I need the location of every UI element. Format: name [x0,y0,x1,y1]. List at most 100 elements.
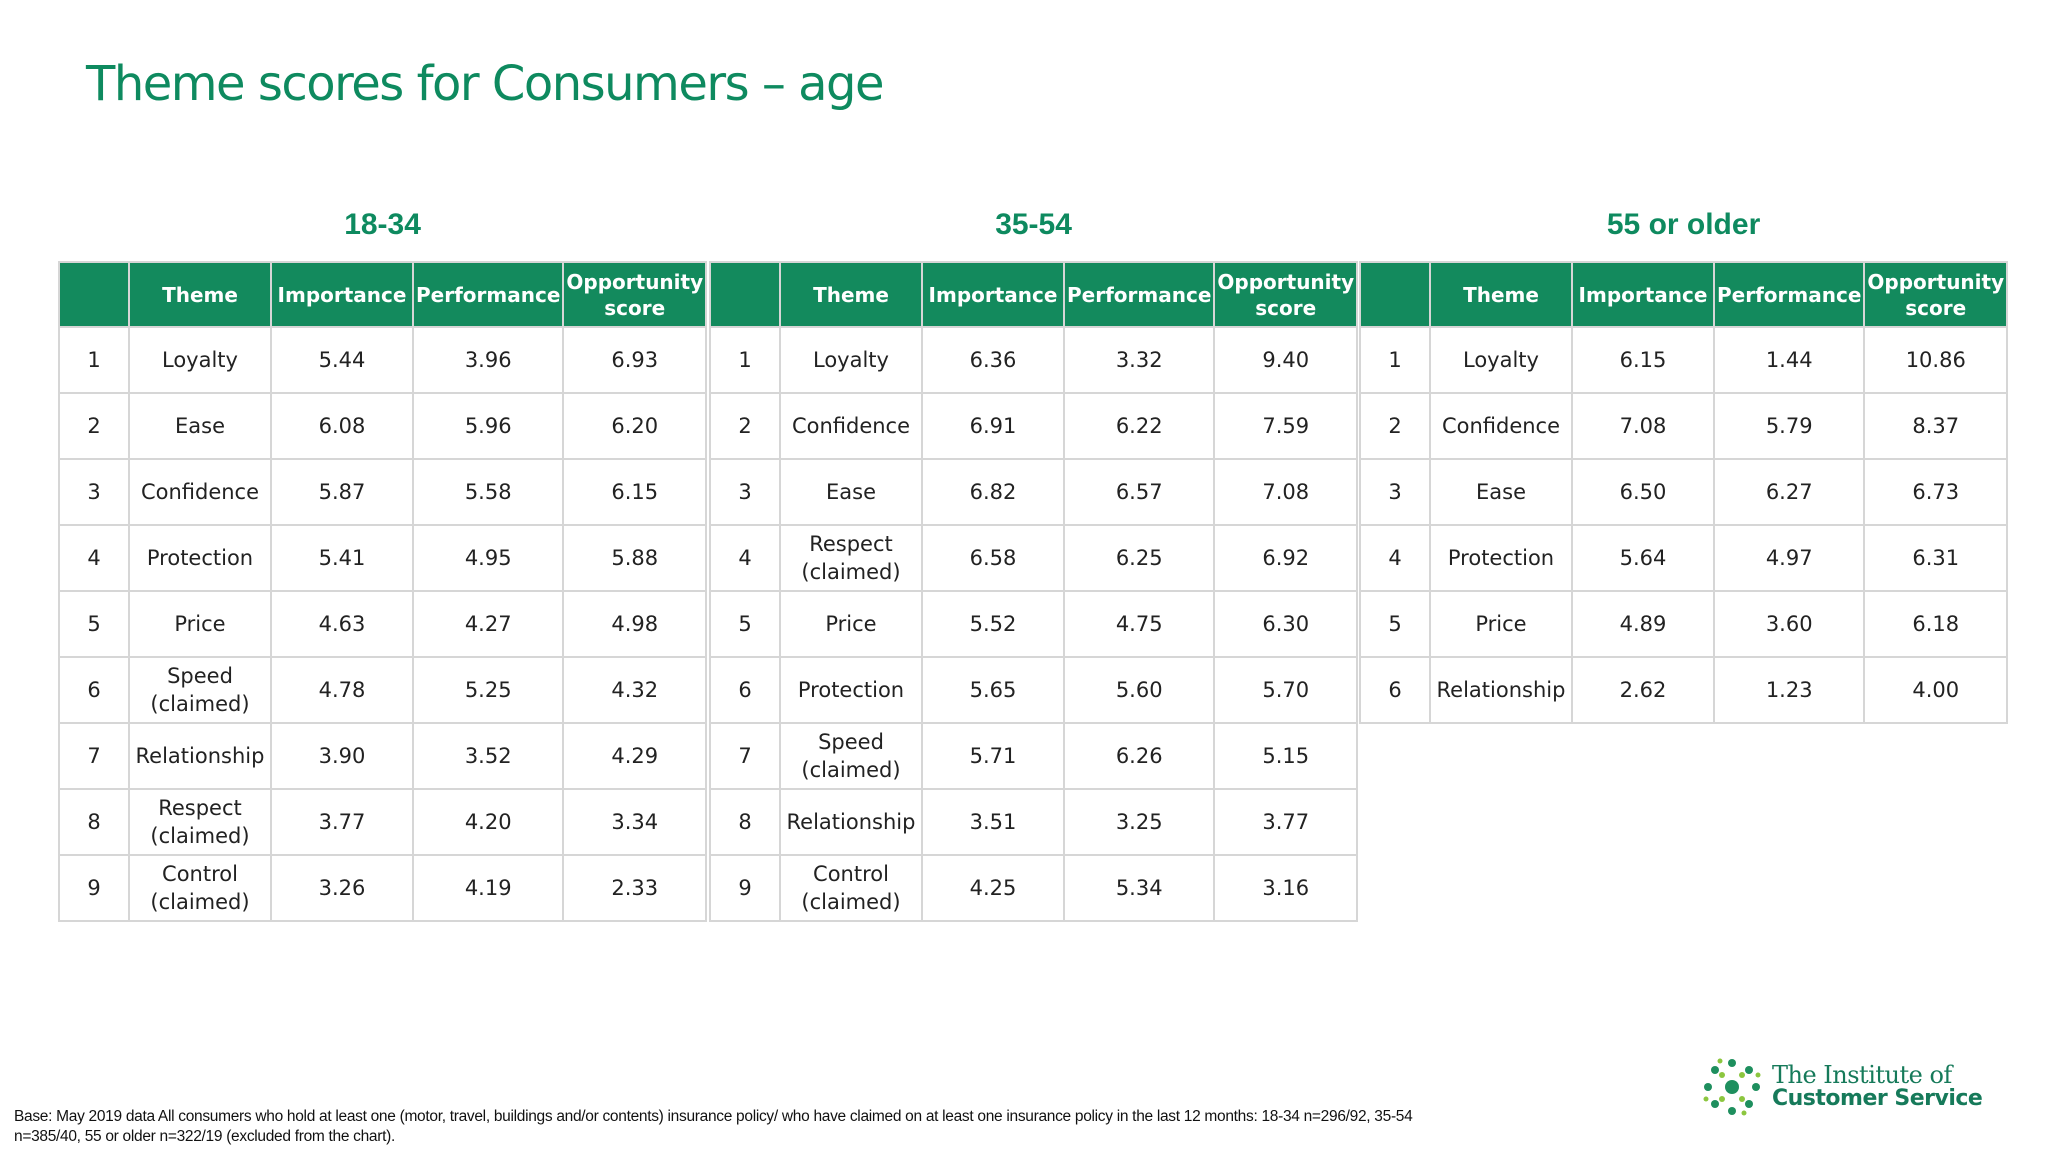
opportunity-cell: 5.70 [1213,656,1359,724]
importance-cell: 3.90 [270,722,414,790]
performance-cell: 4.27 [411,590,565,658]
table-group-18-34: 18-34 Theme Importance Performance Opportuni… [58,205,708,922]
importance-cell: 7.08 [1571,392,1715,460]
rank-cell: 5 [58,590,130,658]
importance-cell: 3.77 [270,788,414,856]
table-row: 4 Protection 5.41 4.95 5.88 [58,524,708,592]
importance-cell: 5.44 [270,326,414,394]
performance-cell: 3.32 [1062,326,1216,394]
rank-cell: 9 [709,854,781,922]
opportunity-cell: 6.31 [1863,524,2009,592]
table-row: 6 Speed (claimed) 4.78 5.25 4.32 [58,656,708,724]
rank-cell: 6 [1359,656,1431,724]
table-row: 9 Control (claimed) 4.25 5.34 3.16 [709,854,1359,922]
opportunity-cell: 6.15 [562,458,708,526]
column-header-importance: Importance [921,261,1065,328]
table-row: 4 Respect (claimed) 6.58 6.25 6.92 [709,524,1359,592]
theme-cell: Relationship [779,788,923,856]
opportunity-cell: 3.34 [562,788,708,856]
column-header-theme: Theme [1429,261,1573,328]
rank-cell: 3 [58,458,130,526]
theme-cell: Speed (claimed) [128,656,272,724]
importance-cell: 5.52 [921,590,1065,658]
table-row: 9 Control (claimed) 3.26 4.19 2.33 [58,854,708,922]
opportunity-cell: 10.86 [1863,326,2009,394]
opportunity-cell: 3.77 [1213,788,1359,856]
performance-cell: 6.25 [1062,524,1216,592]
importance-cell: 2.62 [1571,656,1715,724]
importance-cell: 6.50 [1571,458,1715,526]
table-row: 3 Confidence 5.87 5.58 6.15 [58,458,708,526]
theme-cell: Loyalty [1429,326,1573,394]
performance-cell: 5.34 [1062,854,1216,922]
performance-cell: 4.97 [1712,524,1866,592]
rank-cell: 2 [58,392,130,460]
column-header-opportunity: Opportunity score [562,261,708,328]
opportunity-cell: 4.98 [562,590,708,658]
theme-cell: Protection [779,656,923,724]
theme-cell: Speed (claimed) [779,722,923,790]
theme-cell: Price [128,590,272,658]
performance-cell: 6.22 [1062,392,1216,460]
column-header-theme: Theme [128,261,272,328]
opportunity-cell: 6.73 [1863,458,2009,526]
opportunity-cell: 6.18 [1863,590,2009,658]
theme-cell: Confidence [779,392,923,460]
table-group-label: 18-34 [344,208,421,241]
theme-cell: Price [779,590,923,658]
rank-cell: 1 [1359,326,1431,394]
dotted-circle-logo-icon [1703,1058,1761,1116]
table-group-35-54: 35-54 Theme Importance Performance Opportuni… [709,205,1359,922]
opportunity-cell: 8.37 [1863,392,2009,460]
performance-cell: 5.96 [411,392,565,460]
importance-cell: 5.64 [1571,524,1715,592]
opportunity-cell: 4.32 [562,656,708,724]
opportunity-cell: 7.08 [1213,458,1359,526]
opportunity-cell: 5.88 [562,524,708,592]
importance-cell: 5.87 [270,458,414,526]
opportunity-cell: 7.59 [1213,392,1359,460]
opportunity-cell: 4.29 [562,722,708,790]
logo-wordmark: The Institute of Customer Service [1772,1061,1983,1111]
table-group-label: 55 or older [1606,208,1761,241]
column-header-theme: Theme [779,261,923,328]
theme-scores-table: Theme Importance Performance Opportunity sc… [709,261,1359,922]
table-row: 2 Confidence 6.91 6.22 7.59 [709,392,1359,460]
theme-cell: Confidence [1429,392,1573,460]
importance-cell: 4.78 [270,656,414,724]
rank-cell: 7 [709,722,781,790]
performance-cell: 4.75 [1062,590,1216,658]
opportunity-cell: 6.30 [1213,590,1359,658]
table-group-55-or-older: 55 or older Theme Importance Performance Opp… [1359,205,2009,724]
table-row: 3 Ease 6.50 6.27 6.73 [1359,458,2009,526]
table-header-row: Theme Importance Performance Opportunity sc… [1359,261,2009,328]
performance-cell: 5.79 [1712,392,1866,460]
importance-cell: 4.63 [270,590,414,658]
theme-cell: Price [1429,590,1573,658]
theme-cell: Ease [1429,458,1573,526]
table-group-label: 35-54 [995,208,1072,241]
importance-cell: 6.36 [921,326,1065,394]
page-title: Theme scores for Consumers – age [86,56,885,112]
table-row: 1 Loyalty 5.44 3.96 6.93 [58,326,708,394]
column-header-rank [58,261,130,328]
opportunity-cell: 6.20 [562,392,708,460]
table-row: 6 Protection 5.65 5.60 5.70 [709,656,1359,724]
importance-cell: 4.25 [921,854,1065,922]
theme-cell: Relationship [128,722,272,790]
theme-cell: Respect (claimed) [779,524,923,592]
opportunity-cell: 2.33 [562,854,708,922]
theme-cell: Loyalty [128,326,272,394]
performance-cell: 3.96 [411,326,565,394]
rank-cell: 3 [709,458,781,526]
logo-line-1: The Institute of [1772,1061,1952,1089]
importance-cell: 5.71 [921,722,1065,790]
theme-cell: Protection [128,524,272,592]
importance-cell: 3.51 [921,788,1065,856]
table-row: 5 Price 4.89 3.60 6.18 [1359,590,2009,658]
rank-cell: 1 [58,326,130,394]
table-row: 8 Relationship 3.51 3.25 3.77 [709,788,1359,856]
rank-cell: 2 [1359,392,1431,460]
column-header-performance: Performance [411,261,565,328]
table-row: 7 Relationship 3.90 3.52 4.29 [58,722,708,790]
